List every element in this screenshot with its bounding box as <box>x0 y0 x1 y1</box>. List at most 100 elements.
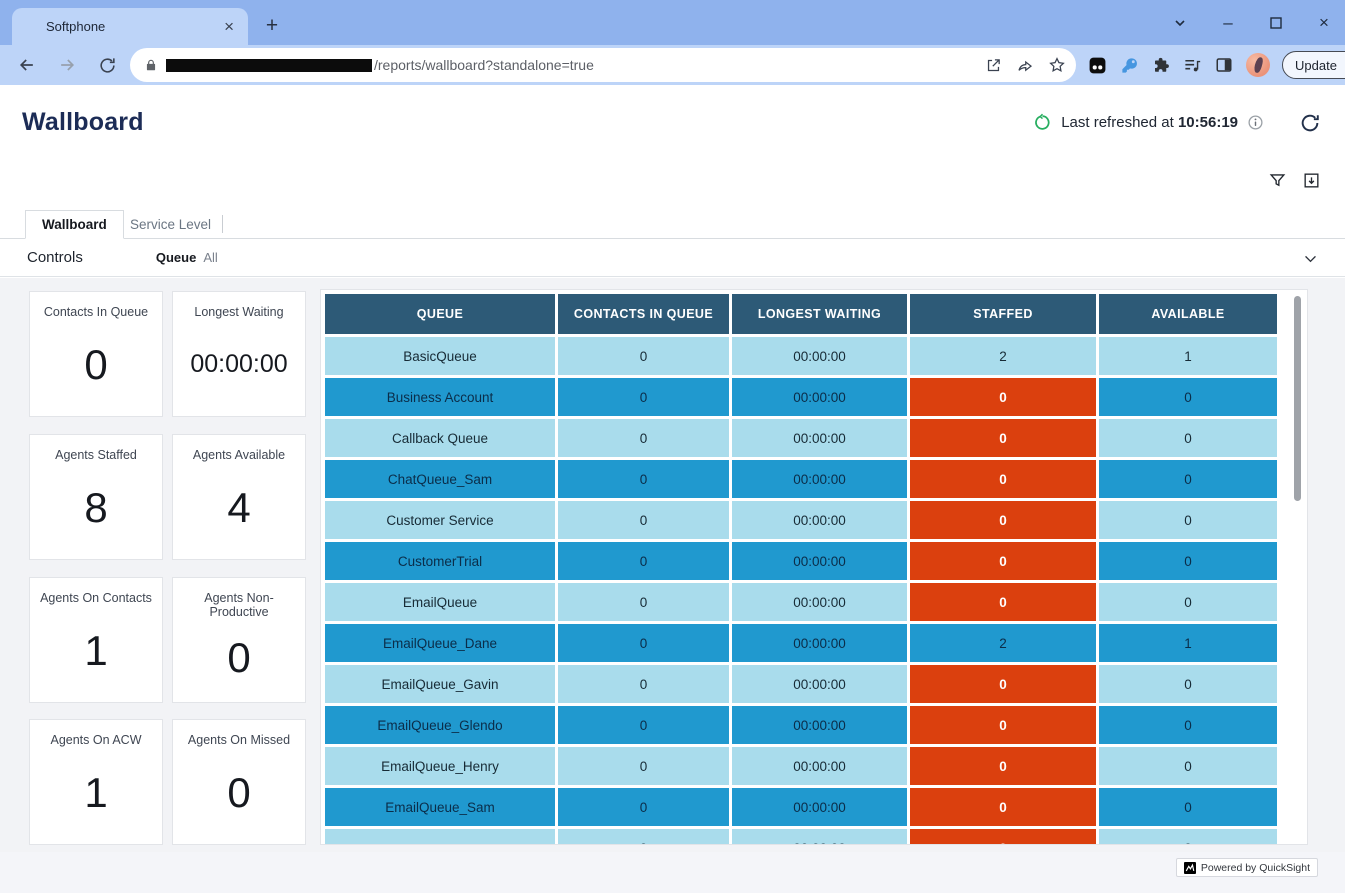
quicksight-logo-icon <box>1183 861 1196 874</box>
cell-queue: CustomerTrial <box>325 542 555 580</box>
last-refreshed-time: 10:56:19 <box>1177 114 1238 131</box>
cell-available: 0 <box>1099 378 1277 416</box>
page-header: Wallboard Last refreshed at 10:56:19 <box>0 85 1345 160</box>
window-close-button[interactable]: × <box>1319 12 1329 32</box>
cell-contacts-in-queue: 0 <box>558 788 729 826</box>
cell-queue: Business Account <box>325 378 555 416</box>
window-minimize-button[interactable]: – <box>1223 12 1233 32</box>
update-button[interactable]: Update ⋮ <box>1282 51 1345 79</box>
extension-dots-icon[interactable] <box>1088 56 1107 75</box>
profile-avatar[interactable] <box>1246 53 1270 77</box>
controls-collapse-chevron-icon[interactable] <box>1302 250 1319 267</box>
queue-table: QUEUE CONTACTS IN QUEUE LONGEST WAITING … <box>325 294 1277 844</box>
queue-table-panel: QUEUE CONTACTS IN QUEUE LONGEST WAITING … <box>320 289 1308 845</box>
kpi-value: 1 <box>84 626 108 674</box>
cell-staffed: 0 <box>910 378 1096 416</box>
tab-service-level-label: Service Level <box>130 217 212 232</box>
cell-queue: EmailQueue_Dane <box>325 624 555 662</box>
queue-filter-value: All <box>203 250 218 265</box>
window-controls: – × <box>1169 0 1335 45</box>
cell-contacts-in-queue: 0 <box>558 378 729 416</box>
kpi-value: 8 <box>84 483 108 531</box>
kpi-value: 0 <box>227 768 251 816</box>
cell-staffed: 0 <box>910 747 1096 785</box>
cell-available: 0 <box>1099 542 1277 580</box>
kpi-label: Agents Available <box>192 448 286 462</box>
cell-staffed: 0 <box>910 788 1096 826</box>
cell-longest-waiting: 00:00:00 <box>732 542 907 580</box>
export-icon[interactable] <box>1302 171 1321 190</box>
extension-icons <box>1088 53 1270 77</box>
cell-available: 0 <box>1099 829 1277 844</box>
cell-queue: Customer Service <box>325 501 555 539</box>
queue-filter-label: Queue <box>155 250 197 265</box>
cell-available: 0 <box>1099 501 1277 539</box>
manual-refresh-icon[interactable] <box>1295 108 1325 138</box>
key-extension-icon[interactable] <box>1120 56 1139 75</box>
back-icon[interactable] <box>12 50 42 80</box>
cell-available: 0 <box>1099 460 1277 498</box>
kpi-longest-waiting: Longest Waiting 00:00:00 <box>172 291 306 417</box>
kpi-label: Contacts In Queue <box>43 305 149 319</box>
cell-longest-waiting: 00:00:00 <box>732 583 907 621</box>
cell-available: 0 <box>1099 419 1277 457</box>
cell-staffed: 0 <box>910 501 1096 539</box>
lock-icon[interactable] <box>144 57 158 73</box>
kpi-value: 0 <box>227 633 251 681</box>
cell-queue: Callback Queue <box>325 419 555 457</box>
cell-contacts-in-queue: 0 <box>558 460 729 498</box>
new-tab-button[interactable]: + <box>265 14 279 37</box>
cell-contacts-in-queue: 0 <box>558 747 729 785</box>
cell-contacts-in-queue: 0 <box>558 624 729 662</box>
open-in-new-icon[interactable] <box>985 57 1002 74</box>
cell-available: 0 <box>1099 788 1277 826</box>
queue-filter-control[interactable]: Queue All <box>156 250 218 265</box>
side-panel-icon[interactable] <box>1215 56 1233 74</box>
table-scrollbar-thumb[interactable] <box>1294 296 1301 501</box>
kpi-label: Agents On ACW <box>50 733 142 747</box>
kpi-label: Agents Staffed <box>55 448 137 462</box>
tab-service-level[interactable]: Service Level <box>114 210 227 239</box>
browser-tab[interactable]: Softphone × <box>12 8 248 45</box>
tab-close-icon[interactable]: × <box>224 17 234 36</box>
urlbar-actions <box>985 56 1066 74</box>
controls-bar: Controls Queue All <box>0 239 1345 277</box>
filter-icon[interactable] <box>1268 171 1287 190</box>
update-button-label: Update <box>1295 57 1337 73</box>
tab-wallboard-label: Wallboard <box>42 217 107 232</box>
cell-contacts-in-queue: 0 <box>558 706 729 744</box>
cell-staffed: 0 <box>910 460 1096 498</box>
info-icon[interactable] <box>1247 114 1264 131</box>
kpi-agents-available: Agents Available 4 <box>172 434 306 560</box>
auto-refresh-timer-icon <box>1033 113 1052 132</box>
cell-longest-waiting: 00:00:00 <box>732 788 907 826</box>
cell-queue: EmailQueue_Gavin <box>325 665 555 703</box>
window-maximize-button[interactable] <box>1265 12 1287 34</box>
url-bar[interactable]: /reports/wallboard?standalone=true <box>130 48 1076 82</box>
cell-queue <box>325 829 555 844</box>
cell-staffed: 0 <box>910 419 1096 457</box>
sheet-tabs: Wallboard Service Level <box>0 210 1345 239</box>
kpi-label: Agents On Contacts <box>40 591 152 605</box>
last-refreshed-text: Last refreshed at 10:56:19 <box>1061 114 1238 131</box>
bookmark-star-icon[interactable] <box>1048 56 1066 74</box>
reload-icon[interactable] <box>92 50 122 80</box>
dashboard-area: Contacts In Queue 0 Longest Waiting 00:0… <box>0 278 1345 852</box>
puzzle-extensions-icon[interactable] <box>1152 56 1170 74</box>
cell-available: 0 <box>1099 706 1277 744</box>
cell-longest-waiting: 00:00:00 <box>732 624 907 662</box>
cell-longest-waiting: 00:00:00 <box>732 378 907 416</box>
header-available: AVAILABLE <box>1099 294 1277 334</box>
kpi-label: Longest Waiting <box>194 305 284 319</box>
header-contacts-in-queue: CONTACTS IN QUEUE <box>558 294 729 334</box>
playlist-icon[interactable] <box>1183 56 1202 75</box>
tab-wallboard[interactable]: Wallboard <box>25 210 124 239</box>
tab-search-chevron-icon[interactable] <box>1169 12 1191 34</box>
forward-icon[interactable] <box>52 50 82 80</box>
quicksight-badge: Powered by QuickSight <box>1175 858 1318 877</box>
browser-tab-title: Softphone <box>46 19 106 34</box>
cell-available: 1 <box>1099 624 1277 662</box>
share-icon[interactable] <box>1016 56 1034 74</box>
cell-available: 0 <box>1099 747 1277 785</box>
wallboard-page: Wallboard Last refreshed at 10:56:19 <box>0 85 1345 893</box>
